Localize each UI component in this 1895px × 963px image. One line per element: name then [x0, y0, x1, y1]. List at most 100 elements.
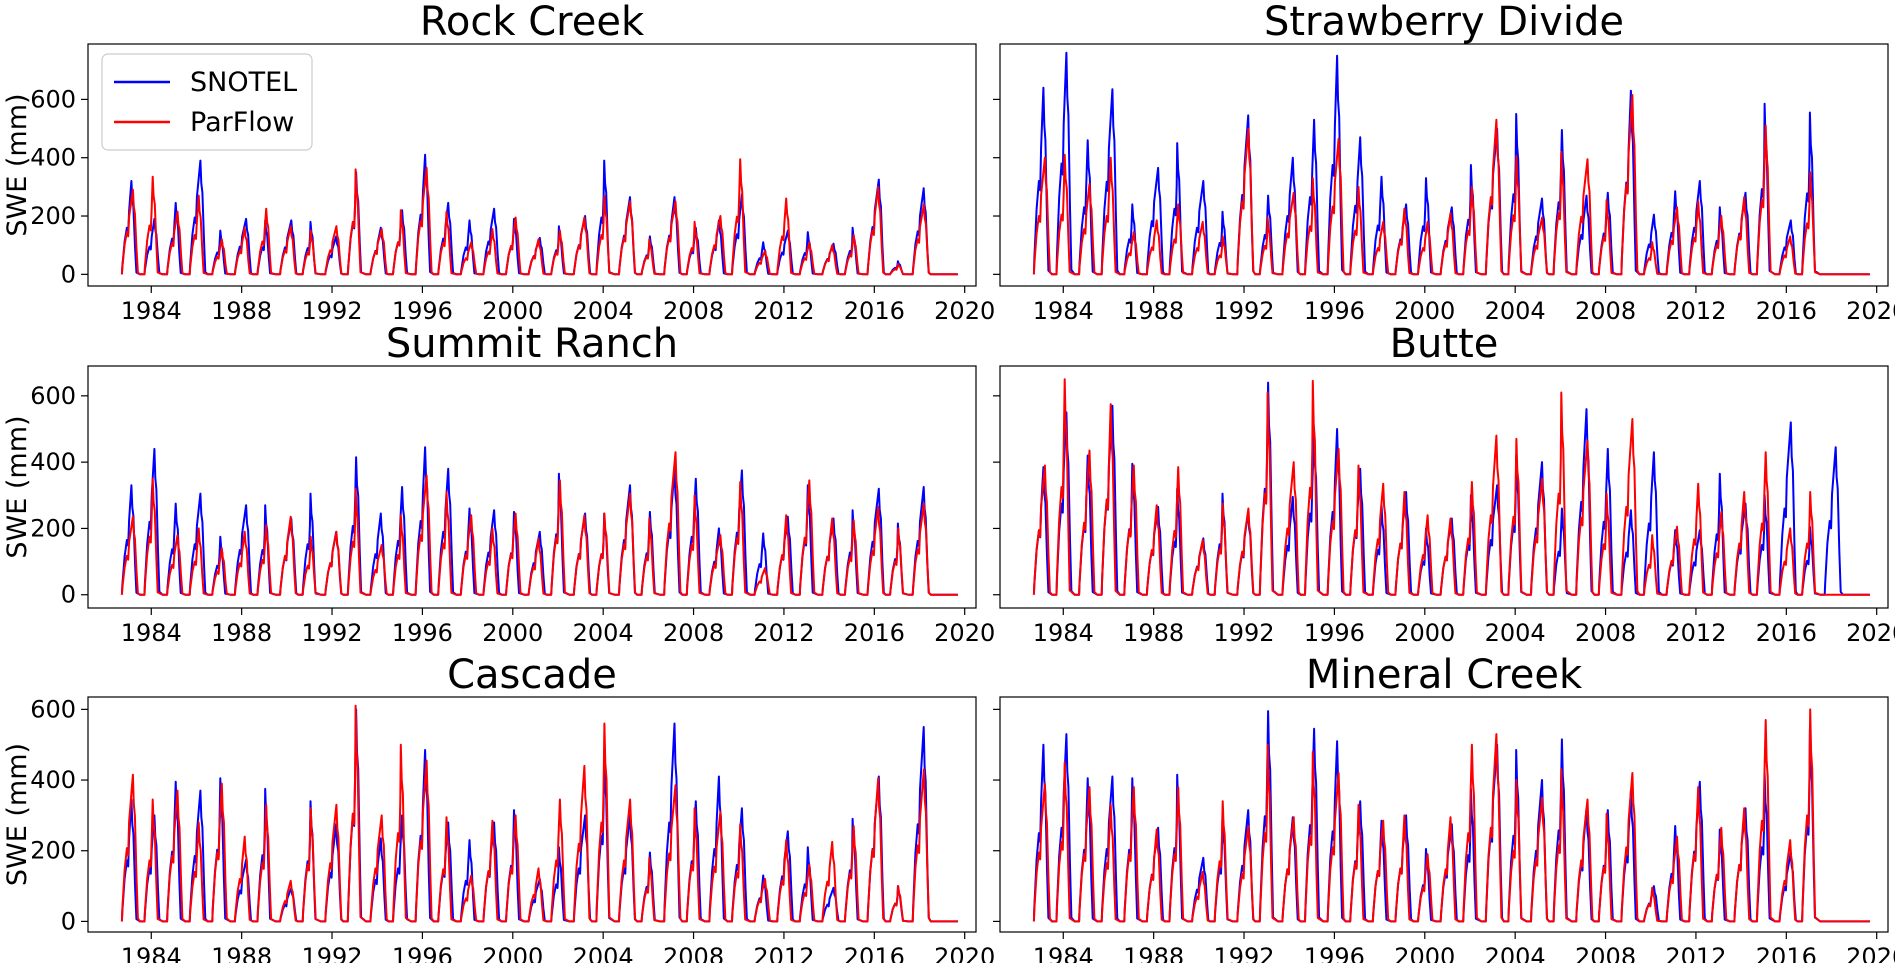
x-tick-label: 2020 [934, 943, 995, 963]
x-tick-label: 1992 [1213, 297, 1274, 325]
axes-frame [999, 365, 1889, 609]
x-tick-label: 1996 [392, 619, 453, 647]
panel-3: 1984 1988 1992 1996 2000 2004 2008 2012 2016 2020… [993, 321, 1895, 647]
x-tick-label: 2016 [844, 943, 905, 963]
x-tick-label: 1988 [1123, 943, 1184, 963]
x-tick-label: 1992 [301, 943, 362, 963]
series-line-parflow [120, 704, 958, 923]
y-tick-label: 200 [30, 202, 76, 230]
x-tick-label: 1992 [1213, 619, 1274, 647]
series-line-parflow [1032, 378, 1870, 596]
y-tick-label: 600 [30, 695, 76, 723]
x-tick-label: 1988 [211, 297, 272, 325]
x-tick-label: 2008 [1575, 619, 1636, 647]
y-axis-label: SWE (mm) [2, 93, 33, 236]
x-tick-label: 1988 [211, 943, 272, 963]
x-tick-label: 2008 [663, 619, 724, 647]
x-tick-label: 2000 [1394, 943, 1455, 963]
x-tick-label: 2000 [482, 619, 543, 647]
y-tick-label: 400 [30, 448, 76, 476]
x-tick-label: 1996 [392, 943, 453, 963]
x-tick-label: 2020 [1846, 943, 1895, 963]
x-tick-label: 2012 [1665, 619, 1726, 647]
x-tick-label: 2004 [573, 297, 634, 325]
x-tick-label: 2012 [1665, 297, 1726, 325]
axes-frame [999, 43, 1889, 287]
y-tick-label: 0 [61, 581, 76, 609]
y-axis-label: SWE (mm) [2, 743, 33, 886]
x-tick-label: 2020 [1846, 619, 1895, 647]
x-tick-label: 2008 [663, 943, 724, 963]
panel-1: 1984 1988 1992 1996 2000 2004 2008 2012 2016 2020… [993, 0, 1895, 325]
panel-title: Butte [1390, 321, 1499, 367]
legend: SNOTEL ParFlow [101, 53, 313, 151]
axes-frame [999, 696, 1889, 933]
x-tick-label: 2020 [1846, 297, 1895, 325]
series-line-parflow [120, 158, 958, 276]
axes-frame [87, 696, 977, 933]
x-tick-label: 1988 [1123, 297, 1184, 325]
x-tick-label: 2004 [1485, 943, 1546, 963]
y-tick-label: 0 [61, 260, 76, 288]
x-tick-label: 2008 [663, 297, 724, 325]
y-tick-label: 400 [30, 766, 76, 794]
panel-title: Strawberry Divide [1264, 0, 1624, 45]
x-tick-label: 1996 [1304, 619, 1365, 647]
x-tick-label: 2000 [1394, 297, 1455, 325]
panel-5: 1984 1988 1992 1996 2000 2004 2008 2012 2016 2020… [993, 652, 1895, 963]
x-tick-label: 2012 [1665, 943, 1726, 963]
panel-2: 1984 1988 1992 1996 2000 2004 2008 2012 2016 2020… [2, 321, 995, 647]
panel-title: Mineral Creek [1306, 652, 1583, 698]
x-tick-label: 2020 [934, 619, 995, 647]
x-tick-label: 2012 [753, 943, 814, 963]
x-tick-label: 2004 [1485, 619, 1546, 647]
legend-label-parflow: ParFlow [190, 107, 294, 138]
x-tick-label: 1984 [121, 943, 182, 963]
axes-frame [87, 43, 977, 287]
panel-title: Rock Creek [420, 0, 645, 45]
legend-box [101, 53, 313, 151]
x-tick-label: 1984 [1033, 943, 1094, 963]
x-tick-label: 2020 [934, 297, 995, 325]
x-tick-label: 2016 [844, 297, 905, 325]
y-tick-label: 200 [30, 837, 76, 865]
y-axis-label: SWE (mm) [2, 415, 33, 558]
x-tick-label: 1996 [392, 297, 453, 325]
x-tick-label: 2016 [1756, 943, 1817, 963]
x-tick-label: 1992 [301, 297, 362, 325]
x-tick-label: 2004 [573, 619, 634, 647]
x-tick-label: 1984 [1033, 619, 1094, 647]
panel-title: Summit Ranch [386, 321, 678, 367]
x-tick-label: 2000 [482, 297, 543, 325]
y-tick-label: 400 [30, 144, 76, 172]
series-line-parflow [1032, 94, 1870, 276]
legend-label-snotel: SNOTEL [190, 67, 297, 98]
x-tick-label: 2016 [844, 619, 905, 647]
x-tick-label: 2000 [482, 943, 543, 963]
y-tick-label: 600 [30, 85, 76, 113]
x-tick-label: 2000 [1394, 619, 1455, 647]
axes-frame [87, 365, 977, 609]
y-tick-label: 600 [30, 382, 76, 410]
x-tick-label: 2004 [1485, 297, 1546, 325]
panel-title: Cascade [447, 652, 617, 698]
y-tick-label: 0 [61, 907, 76, 935]
x-tick-label: 1988 [1123, 619, 1184, 647]
x-tick-label: 2016 [1756, 619, 1817, 647]
x-tick-label: 1988 [211, 619, 272, 647]
x-tick-label: 2012 [753, 297, 814, 325]
panel-4: 1984 1988 1992 1996 2000 2004 2008 2012 2016 2020… [2, 652, 995, 963]
y-tick-label: 200 [30, 514, 76, 542]
x-tick-label: 1996 [1304, 297, 1365, 325]
x-tick-label: 1992 [301, 619, 362, 647]
x-tick-label: 1996 [1304, 943, 1365, 963]
x-tick-label: 2012 [753, 619, 814, 647]
x-tick-label: 1984 [121, 619, 182, 647]
series-line-parflow [1032, 708, 1870, 923]
x-tick-label: 1984 [1033, 297, 1094, 325]
x-tick-label: 1992 [1213, 943, 1274, 963]
x-tick-label: 2004 [573, 943, 634, 963]
x-tick-label: 2008 [1575, 943, 1636, 963]
x-tick-label: 2016 [1756, 297, 1817, 325]
